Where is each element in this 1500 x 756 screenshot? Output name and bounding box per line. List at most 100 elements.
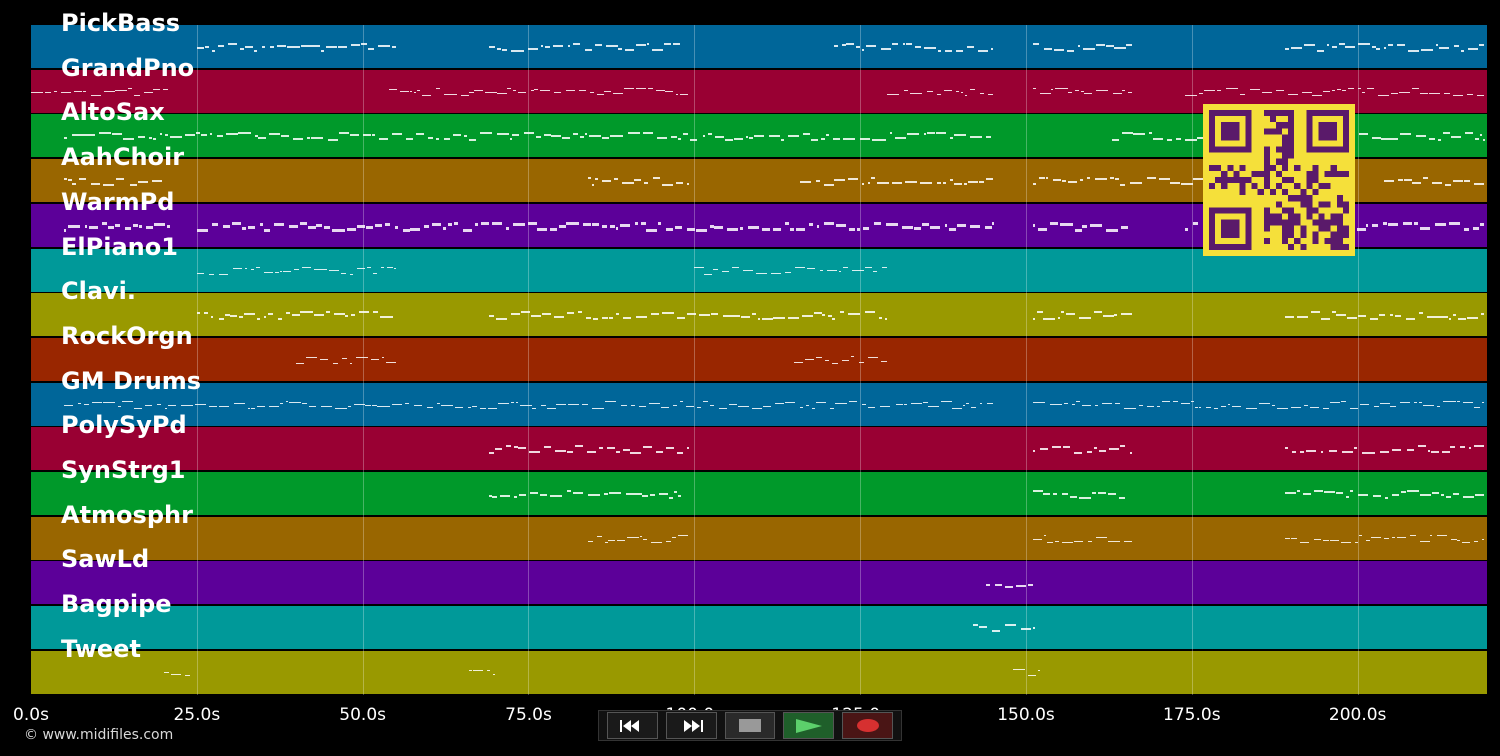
note xyxy=(196,132,200,134)
note xyxy=(1321,318,1330,320)
note xyxy=(263,316,266,318)
note xyxy=(770,272,782,274)
note xyxy=(506,445,512,447)
note xyxy=(480,132,493,134)
note xyxy=(1406,449,1415,451)
track-lane[interactable] xyxy=(31,382,1487,426)
note xyxy=(601,137,609,139)
note xyxy=(955,90,959,93)
stop-icon xyxy=(738,719,761,732)
note xyxy=(1108,493,1117,495)
note xyxy=(1398,91,1411,94)
note xyxy=(534,88,538,91)
note xyxy=(602,317,609,319)
record-button[interactable] xyxy=(842,712,893,739)
note xyxy=(565,89,575,92)
track-lane[interactable] xyxy=(31,337,1487,381)
note xyxy=(98,132,111,134)
note xyxy=(452,134,462,136)
note xyxy=(1107,540,1120,543)
note xyxy=(567,312,575,314)
note xyxy=(107,225,114,229)
track-name-label: GM Drums xyxy=(61,366,202,395)
rewind-button[interactable] xyxy=(607,712,658,739)
note xyxy=(1336,88,1342,91)
note xyxy=(208,273,215,275)
note xyxy=(606,45,618,47)
note xyxy=(826,134,829,136)
note xyxy=(668,497,673,499)
track-lane[interactable] xyxy=(31,472,1487,515)
qr-code[interactable] xyxy=(1203,104,1355,256)
track-lane[interactable] xyxy=(31,293,1487,337)
note xyxy=(1419,401,1423,404)
note xyxy=(868,356,878,359)
note xyxy=(68,224,80,228)
note xyxy=(1377,94,1389,97)
play-button[interactable] xyxy=(783,712,835,739)
note xyxy=(804,358,815,361)
note xyxy=(1419,312,1424,314)
note xyxy=(589,91,595,94)
note xyxy=(300,311,313,313)
track-lane[interactable] xyxy=(31,561,1487,605)
track-lane[interactable] xyxy=(31,516,1487,560)
note xyxy=(268,133,281,135)
note xyxy=(948,227,956,231)
note xyxy=(208,405,217,408)
note xyxy=(625,493,634,495)
track-lane[interactable] xyxy=(31,606,1487,650)
note xyxy=(512,222,525,226)
note xyxy=(848,178,859,180)
note xyxy=(987,402,993,405)
note xyxy=(103,401,116,404)
time-tick-label: 0.0s xyxy=(13,705,49,725)
track-lane[interactable] xyxy=(31,427,1487,471)
note xyxy=(994,584,1002,586)
note xyxy=(1077,45,1081,47)
note xyxy=(518,91,526,94)
note xyxy=(1176,138,1182,140)
note xyxy=(619,223,630,227)
note xyxy=(1460,50,1465,52)
note xyxy=(204,312,208,314)
note xyxy=(357,267,366,269)
note xyxy=(1106,228,1118,232)
note xyxy=(1062,541,1073,544)
note xyxy=(349,362,353,365)
note xyxy=(216,135,223,137)
note xyxy=(530,89,534,92)
note xyxy=(1094,311,1103,313)
note xyxy=(506,226,510,230)
note xyxy=(578,89,586,92)
note xyxy=(617,48,622,50)
note xyxy=(671,536,677,539)
track-lane[interactable] xyxy=(31,25,1487,68)
note xyxy=(608,539,615,542)
note xyxy=(129,184,137,186)
note xyxy=(226,133,238,135)
note xyxy=(230,315,237,317)
note xyxy=(1340,541,1351,544)
note xyxy=(871,139,880,141)
time-tick-label: 150.0s xyxy=(997,705,1055,725)
note xyxy=(795,266,806,268)
note xyxy=(991,630,1000,632)
note xyxy=(1419,494,1432,496)
stop-button[interactable] xyxy=(724,712,776,739)
note xyxy=(144,91,153,94)
note xyxy=(180,404,194,407)
note xyxy=(757,318,760,320)
note xyxy=(211,222,218,226)
track-lane[interactable] xyxy=(31,650,1487,694)
note xyxy=(861,403,867,406)
note xyxy=(1076,400,1080,403)
note xyxy=(1464,180,1468,182)
fast-forward-button[interactable] xyxy=(665,712,717,739)
note xyxy=(1126,44,1133,46)
note xyxy=(1430,534,1433,537)
note xyxy=(218,318,224,320)
note xyxy=(969,224,981,228)
note xyxy=(633,493,642,495)
note xyxy=(643,132,653,134)
